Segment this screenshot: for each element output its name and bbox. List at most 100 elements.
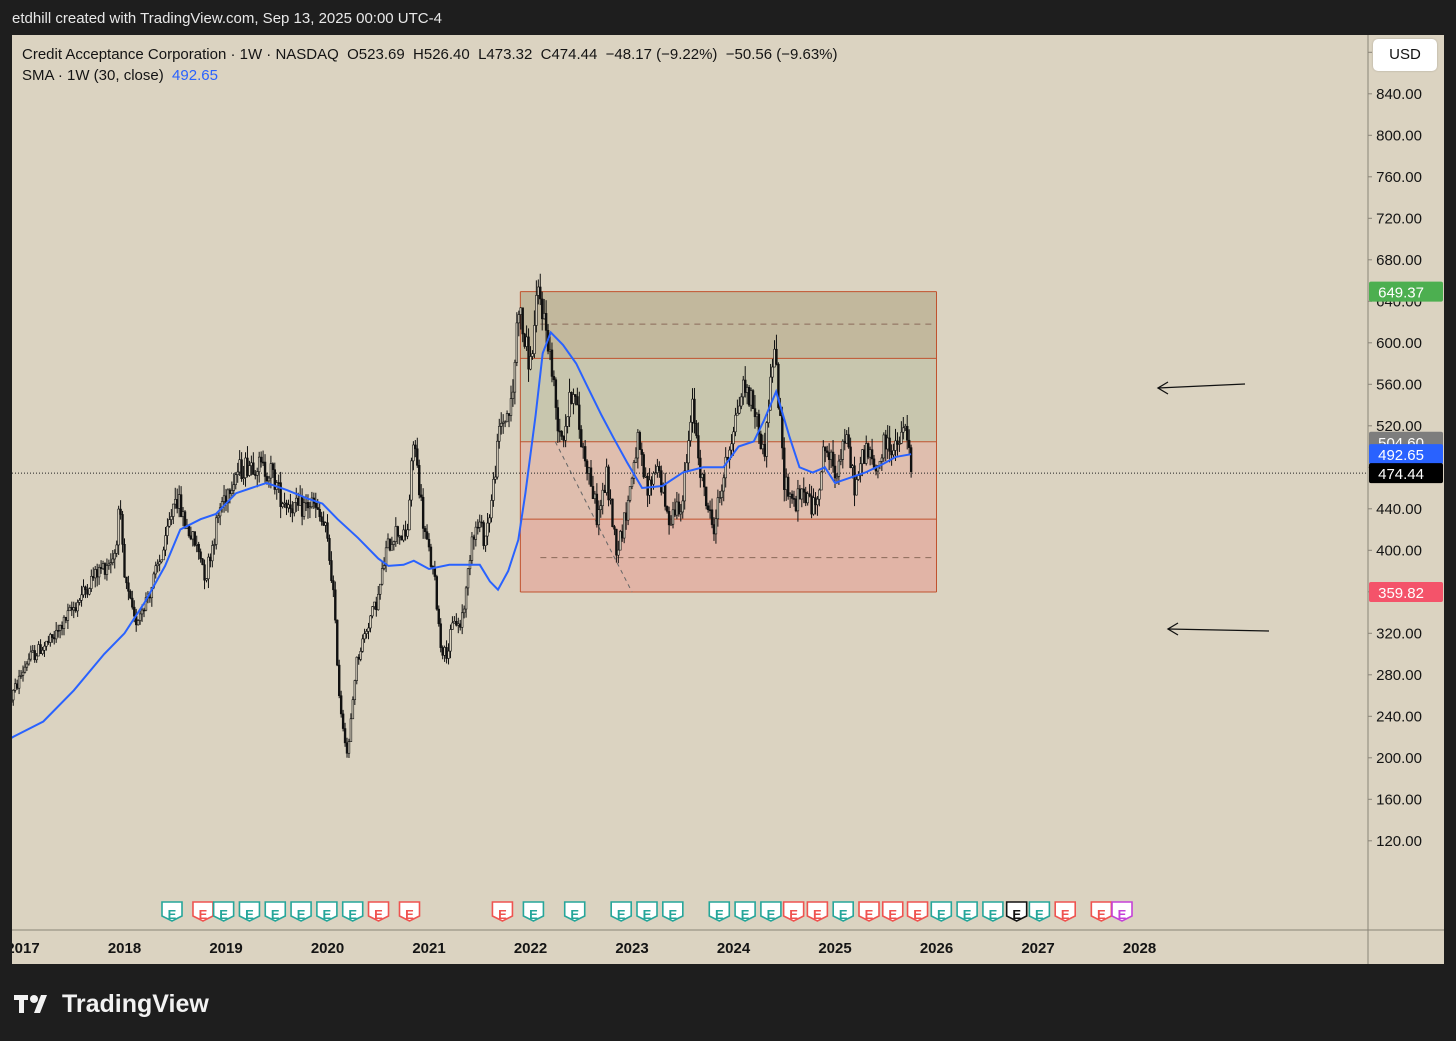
candle[interactable] [281,501,284,509]
candle[interactable] [191,531,195,547]
candle[interactable] [80,585,83,607]
candle[interactable] [218,503,222,526]
candle[interactable] [460,604,464,635]
candle[interactable] [283,492,286,508]
candle[interactable] [802,477,805,504]
earnings-marker[interactable]: E [341,901,364,922]
candle[interactable] [267,475,271,488]
candle[interactable] [560,430,563,441]
candle[interactable] [888,425,891,463]
price-chart[interactable]: 120.00160.00200.00240.00280.00320.00360.… [12,35,1444,964]
candle[interactable] [361,634,364,653]
candle[interactable] [308,501,312,519]
candle[interactable] [831,440,835,473]
earnings-marker[interactable]: E [1054,901,1077,922]
candle[interactable] [619,529,622,551]
candle[interactable] [425,524,429,540]
candle[interactable] [423,525,427,539]
candle[interactable] [527,328,530,382]
candle[interactable] [622,512,626,544]
candle[interactable] [289,493,292,518]
candle[interactable] [168,512,171,528]
candle[interactable] [870,438,874,465]
candle[interactable] [907,429,911,454]
candle[interactable] [45,640,48,651]
candle[interactable] [841,439,845,469]
candle[interactable] [521,307,524,343]
candle[interactable] [156,559,159,573]
earnings-marker[interactable]: E [906,901,929,922]
earnings-marker[interactable]: E [212,901,235,922]
candle[interactable] [564,414,567,448]
target-zone[interactable] [520,358,937,442]
candle[interactable] [462,605,466,619]
candle[interactable] [894,428,897,461]
candle[interactable] [25,661,29,671]
earnings-marker[interactable]: E [1005,901,1028,922]
candle[interactable] [732,426,735,456]
candle[interactable] [435,574,439,611]
candle[interactable] [660,465,663,496]
candle[interactable] [339,690,343,718]
candle[interactable] [451,616,454,630]
candle[interactable] [23,661,27,674]
candle[interactable] [470,531,474,566]
candle[interactable] [630,476,634,490]
candle[interactable] [535,280,538,333]
candle[interactable] [29,645,33,662]
candle[interactable] [15,679,19,690]
candle[interactable] [256,467,259,488]
candle[interactable] [244,452,247,487]
candle[interactable] [790,490,794,504]
candle[interactable] [380,561,384,586]
candle[interactable] [501,414,505,434]
candle[interactable] [882,432,885,462]
candle[interactable] [634,447,638,464]
candle[interactable] [839,449,843,466]
stop-zone-lower[interactable] [520,519,937,592]
candle[interactable] [738,396,741,415]
target-zone-upper[interactable] [520,291,937,359]
candle[interactable] [550,342,554,383]
candle[interactable] [574,394,577,406]
candle[interactable] [359,647,362,662]
candle[interactable] [166,518,169,545]
candle[interactable] [638,430,642,450]
candle[interactable] [443,645,446,662]
candle[interactable] [215,513,218,550]
candle[interactable] [176,488,179,514]
candle[interactable] [211,540,214,568]
candle[interactable] [517,310,520,337]
candle[interactable] [53,630,56,645]
candle[interactable] [710,498,714,529]
candle[interactable] [607,464,610,507]
candle[interactable] [533,310,536,359]
candle[interactable] [330,551,333,583]
candle[interactable] [384,540,388,573]
candle[interactable] [554,377,558,420]
candle[interactable] [730,434,733,458]
candle[interactable] [437,605,440,627]
candle[interactable] [433,560,437,581]
candle[interactable] [820,470,823,491]
earnings-marker[interactable]: E [636,901,658,922]
candle[interactable] [131,590,134,610]
candle[interactable] [213,538,216,555]
candle[interactable] [601,482,604,515]
candle[interactable] [427,533,431,552]
candle[interactable] [617,540,620,564]
candle[interactable] [466,568,470,596]
candle[interactable] [771,358,774,383]
candle[interactable] [199,548,202,563]
candle[interactable] [279,471,282,519]
candle[interactable] [447,643,450,665]
candle[interactable] [503,420,507,428]
earnings-marker[interactable]: E [1090,901,1113,922]
candle[interactable] [322,511,325,526]
candle[interactable] [599,499,602,518]
currency-button[interactable]: USD [1373,39,1437,71]
candle[interactable] [259,451,263,468]
candle[interactable] [349,713,353,742]
candle[interactable] [193,531,196,547]
candle[interactable] [377,585,380,611]
